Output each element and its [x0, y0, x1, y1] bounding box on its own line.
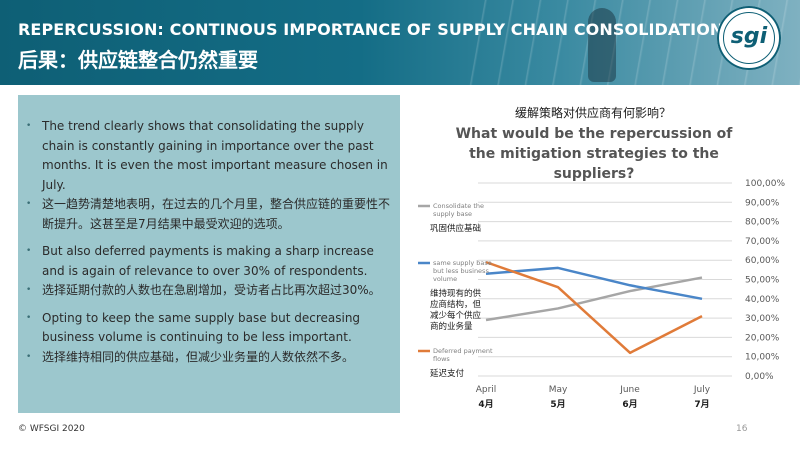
- legend-label: Deferred payment flows: [433, 347, 493, 363]
- x-tick-label-zh: 7月: [694, 399, 709, 410]
- chart-title-zh: 缓解策略对供应商有何影响？: [515, 106, 672, 120]
- series-line: [485, 260, 703, 355]
- x-tick-label-zh: 6月: [622, 399, 637, 410]
- y-tick-label: 50,00%: [745, 276, 780, 286]
- x-tick-label: April: [476, 385, 497, 395]
- y-tick-label: 80,00%: [745, 218, 780, 228]
- y-tick-label: 100,00%: [745, 179, 785, 189]
- x-tick-label-zh: 4月: [478, 399, 493, 410]
- bullet-item: 选择延期付款的人数也在急剧增加，受访者占比再次超过30%。: [26, 281, 396, 301]
- legend-label-zh: 延迟支付: [430, 368, 465, 379]
- slide-title-zh: 后果：供应链整合仍然重要: [18, 48, 258, 72]
- bullet-item: The trend clearly shows that consolidati…: [26, 117, 396, 195]
- logo-ring: [723, 12, 775, 64]
- x-tick-label: May: [549, 385, 568, 395]
- legend-label-zh: 巩固供应基础: [430, 223, 481, 234]
- header-runner-image: [588, 8, 616, 82]
- y-tick-label: 30,00%: [745, 314, 780, 324]
- text-panel: The trend clearly shows that consolidati…: [18, 95, 400, 413]
- bullet-item: 选择维持相同的供应基础，但减少业务量的人数依然不多。: [26, 348, 396, 368]
- y-tick-label: 90,00%: [745, 198, 780, 208]
- page-number: 16: [736, 424, 748, 434]
- x-tick-label-zh: 5月: [550, 399, 565, 410]
- copyright: © WFSGI 2020: [18, 424, 85, 434]
- header-banner: REPERCUSSION: CONTINOUS IMPORTANCE OF SU…: [0, 0, 800, 85]
- legend-label-zh: 维持现有的供应商结构，但减少每个供应商的业务量: [430, 288, 482, 332]
- legend-label: Consolidate the supply base: [433, 202, 484, 218]
- y-tick-label: 10,00%: [745, 353, 780, 363]
- chart-title: What would be the repercussion of the mi…: [455, 126, 733, 182]
- y-tick-label: 70,00%: [745, 237, 780, 247]
- y-tick-label: 60,00%: [745, 256, 780, 266]
- y-tick-label: 0,00%: [745, 372, 774, 382]
- bullet-list: The trend clearly shows that consolidati…: [26, 117, 396, 375]
- x-tick-label: June: [619, 385, 640, 395]
- wfsgi-logo: sgi: [717, 6, 781, 70]
- series-line: [485, 266, 703, 301]
- y-tick-label: 40,00%: [745, 295, 780, 305]
- series-line: [485, 276, 703, 322]
- bullet-item: But also deferred payments is making a s…: [26, 242, 396, 281]
- logo-mark: sgi: [730, 24, 768, 49]
- bullet-item: Opting to keep the same supply base but …: [26, 309, 396, 348]
- legend-label: same supply base but less business volume: [433, 259, 492, 283]
- y-tick-label: 20,00%: [745, 333, 780, 343]
- x-tick-label: July: [693, 385, 711, 395]
- slide-title-en: REPERCUSSION: CONTINOUS IMPORTANCE OF SU…: [18, 20, 724, 39]
- bullet-item: 这一趋势清楚地表明，在过去的几个月里，整合供应链的重要性不断提升。这甚至是7月结…: [26, 195, 396, 234]
